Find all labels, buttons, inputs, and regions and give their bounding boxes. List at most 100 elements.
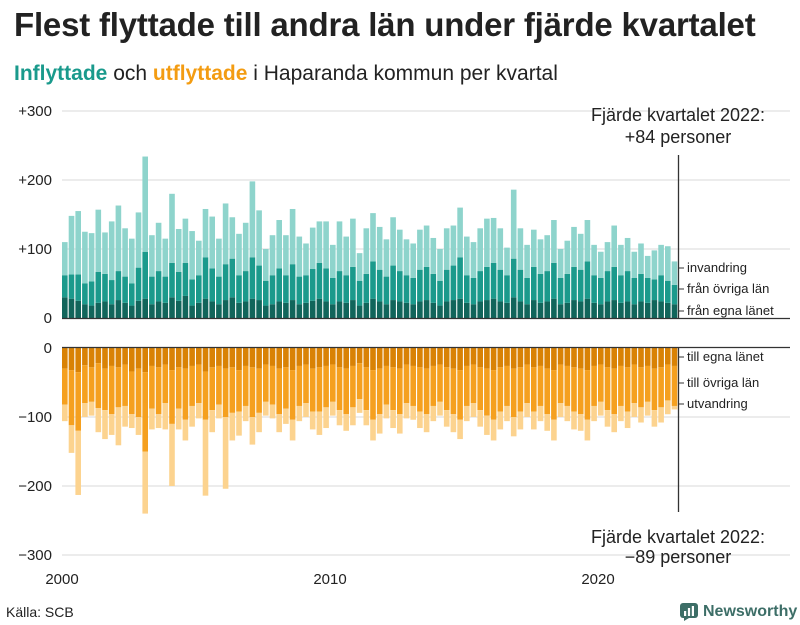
chart-title: Flest flyttade till andra län under fjär…: [14, 6, 756, 43]
outflow-bar-segment: [269, 404, 276, 419]
inflow-bar-segment: [517, 269, 524, 302]
inflow-bar-segment: [571, 266, 577, 301]
inflow-bar-segment: [450, 265, 457, 301]
inflow-bar-segment: [242, 301, 249, 318]
inflow-bar-segment: [430, 273, 437, 303]
outflow-bar-segment: [68, 370, 75, 426]
inflow-bar-segment: [437, 305, 443, 318]
inflow-bar-segment: [450, 225, 457, 266]
inflow-bar-segment: [249, 257, 256, 299]
inflow-bar-segment: [577, 301, 584, 318]
inflow-bar-segment: [229, 258, 236, 298]
inflow-bar-segment: [651, 279, 658, 301]
inflow-bar-segment: [169, 297, 175, 318]
outflow-bar-segment: [638, 367, 644, 408]
inflow-bar-segment: [202, 208, 209, 258]
legend-label-in: invandring: [687, 260, 747, 275]
outflow-bar-segment: [62, 348, 68, 369]
outflow-bar-segment: [309, 368, 316, 412]
inflow-bar-segment: [490, 217, 497, 263]
outflow-bar-segment: [464, 348, 470, 366]
outflow-bar-segment: [115, 367, 122, 408]
outflow-bar-segment: [537, 365, 544, 406]
outflow-bar-segment: [403, 348, 410, 365]
outflow-bar-segment: [470, 364, 477, 404]
outflow-bar-segment: [68, 348, 75, 371]
inflow-bar-segment: [129, 283, 135, 306]
outflow-bar-segment: [651, 410, 658, 427]
outflow-bar-segment: [504, 405, 510, 422]
inflow-bar-segment: [330, 244, 336, 278]
outflow-bar-segment: [417, 367, 423, 412]
inflow-bar-segment: [216, 238, 222, 277]
outflow-bar-segment: [102, 410, 108, 440]
inflow-bar-segment: [490, 262, 497, 299]
inflow-bar-segment: [423, 300, 430, 318]
outflow-bar-segment: [477, 410, 483, 427]
inflow-bar-segment: [88, 233, 95, 282]
inflow-bar-segment: [309, 227, 316, 270]
outflow-bar-segment: [497, 348, 504, 368]
inflow-bar-segment: [383, 239, 390, 277]
inflow-bar-segment: [651, 300, 658, 318]
chart-subtitle: Inflyttade och utflyttade i Haparanda ko…: [14, 62, 558, 86]
inflow-bar-segment: [510, 297, 517, 318]
outflow-bar-segment: [584, 419, 591, 441]
inflow-bar-segment: [397, 301, 403, 318]
outflow-bar-segment: [216, 404, 222, 419]
outflow-bar-segment: [189, 405, 195, 427]
inflow-bar-segment: [403, 275, 410, 303]
labels: +300 +200 +100 0 0 −100 −200 −300 2000 2010 2020 Fj…: [18, 103, 774, 588]
outflow-bar-segment: [169, 348, 175, 371]
inflow-bar-segment: [216, 276, 222, 305]
outflow-bar-segment: [591, 348, 597, 366]
inflow-bar-segment: [671, 284, 678, 305]
inflow-bar-segment: [82, 283, 88, 305]
outflow-bar-segment: [162, 348, 169, 365]
inflow-bar-segment: [102, 232, 108, 274]
outflow-bar-segment: [309, 348, 316, 369]
inflow-bar-segment: [524, 244, 530, 278]
outflow-bar-segment: [88, 348, 95, 368]
outflow-bar-segment: [209, 367, 215, 411]
inflow-bar-segment: [484, 300, 490, 318]
inflow-bar-segment: [289, 208, 296, 265]
inflow-bar-segment: [470, 277, 477, 305]
inflow-bar-segment: [115, 300, 122, 318]
inflow-bar-segment: [202, 298, 209, 318]
outflow-bar-segment: [356, 363, 363, 400]
outflow-bar-segment: [189, 365, 195, 406]
inflow-bar-segment: [236, 302, 242, 318]
inflow-bar-segment: [189, 231, 195, 280]
inflow-bar-segment: [175, 228, 182, 272]
inflow-bar-segment: [571, 226, 577, 267]
outflow-bar-segment: [383, 404, 390, 419]
outflow-bar-segment: [256, 412, 262, 433]
inflow-bar-segment: [95, 302, 102, 318]
outflow-bar-segment: [75, 372, 81, 431]
brand-logo: Newsworthy: [680, 602, 797, 622]
inflow-bar-segment: [216, 304, 222, 318]
inflow-bar-segment: [309, 300, 316, 318]
inflow-bar-segment: [631, 304, 638, 318]
inflow-bar-segment: [242, 222, 249, 272]
outflow-bar-segment: [631, 364, 638, 404]
inflow-bar-segment: [638, 273, 644, 302]
outflow-bar-segment: [497, 411, 504, 430]
outflow-bar-segment: [571, 348, 577, 368]
inflow-bar-segment: [423, 266, 430, 301]
outflow-bar-segment: [598, 401, 604, 416]
outflow-bar-segment: [296, 405, 303, 422]
inflow-bar-segment: [477, 271, 483, 302]
outflow-bar-segment: [242, 365, 249, 406]
inflow-bar-segment: [644, 302, 651, 318]
x-tick-label: 2000: [45, 571, 78, 588]
outflow-bar-segment: [283, 408, 289, 424]
inflow-bar-segment: [68, 215, 75, 275]
inflow-bar-segment: [665, 280, 671, 303]
outflow-bar-segment: [443, 410, 450, 427]
inflow-bar-segment: [182, 262, 189, 296]
outflow-bar-segment: [644, 401, 651, 416]
outflow-bar-segment: [437, 364, 443, 402]
